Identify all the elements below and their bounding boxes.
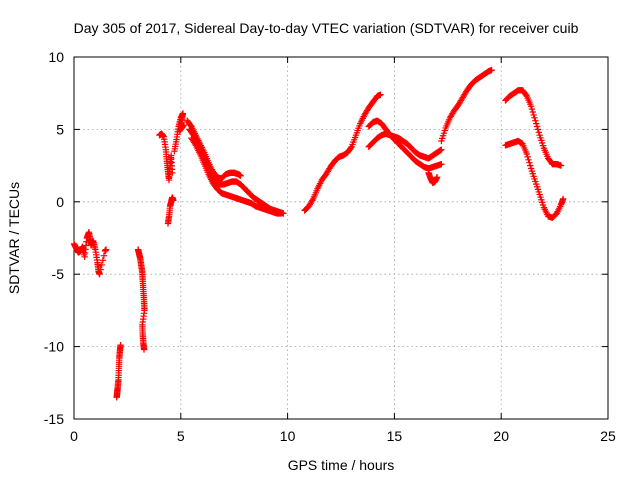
data-point [528, 105, 536, 113]
data-point [533, 123, 541, 130]
x-tick-label: 10 [280, 428, 296, 444]
y-tick-label: 10 [48, 49, 64, 65]
data-point [180, 121, 188, 129]
data-point [533, 120, 540, 127]
series-rise-segment [156, 110, 188, 227]
data-point [524, 153, 531, 161]
y-tick-label: -10 [44, 339, 64, 355]
tick-label-layer: 0 5 10 15 20 25 -15 -10 -5 0 5 10 [44, 49, 616, 444]
x-tick-label: 20 [493, 428, 509, 444]
data-point [534, 126, 542, 133]
data-point [529, 108, 537, 116]
chart-title: Day 305 of 2017, Sidereal Day-to-day VTE… [74, 20, 579, 36]
series-midday-rise [301, 91, 384, 214]
tick-layer [73, 56, 609, 420]
x-tick-label: 25 [600, 428, 616, 444]
data-point [99, 257, 107, 264]
data-point [377, 91, 384, 98]
x-axis-label: GPS time / hours [288, 457, 395, 473]
data-point [438, 160, 445, 168]
series-decay-lower [188, 134, 285, 217]
data-point [277, 210, 285, 217]
plot-frame [73, 56, 609, 420]
data-point [140, 346, 148, 353]
data-point [347, 144, 355, 152]
series-low-cluster-b [134, 246, 148, 353]
data-point [488, 66, 495, 74]
data-point [237, 172, 244, 179]
data-point [102, 246, 110, 253]
data-point [97, 266, 104, 273]
series-afternoon-rise [438, 66, 495, 145]
grid-layer [74, 57, 608, 419]
data-point [532, 117, 539, 124]
data-point [117, 341, 124, 349]
series-midday-dip [425, 169, 441, 187]
data-point [535, 129, 542, 136]
data-point [527, 162, 534, 169]
data-point [527, 103, 535, 110]
data-point [98, 261, 105, 269]
series-low-cluster-a [113, 341, 124, 401]
y-tick-label: -15 [44, 411, 64, 427]
series-midday-band-b [365, 130, 445, 162]
data-point [100, 252, 108, 259]
data-point [438, 146, 445, 153]
data-point [531, 114, 538, 122]
data-marks [70, 66, 567, 401]
x-tick-label: 5 [177, 428, 185, 444]
data-point [559, 195, 567, 203]
data-point [170, 197, 177, 204]
data-point [525, 156, 532, 164]
data-point [179, 123, 187, 130]
data-point [557, 162, 565, 169]
data-point [169, 169, 176, 177]
y-tick-label: -5 [52, 266, 65, 282]
y-tick-label: 5 [56, 121, 64, 137]
y-tick-label: 0 [56, 194, 64, 210]
series-evening-lower [502, 137, 567, 221]
data-point [526, 159, 533, 166]
x-tick-label: 0 [70, 428, 78, 444]
data-point [433, 173, 441, 181]
series-evening-upper [502, 87, 565, 169]
x-tick-label: 15 [387, 428, 403, 444]
data-point [523, 150, 531, 158]
data-point [309, 197, 316, 204]
y-axis-label: SDTVAR / TECUs [6, 182, 22, 294]
series-early-cluster [70, 229, 110, 278]
data-point [530, 111, 537, 119]
data-point [96, 271, 103, 278]
series-decay-upper [184, 117, 244, 182]
